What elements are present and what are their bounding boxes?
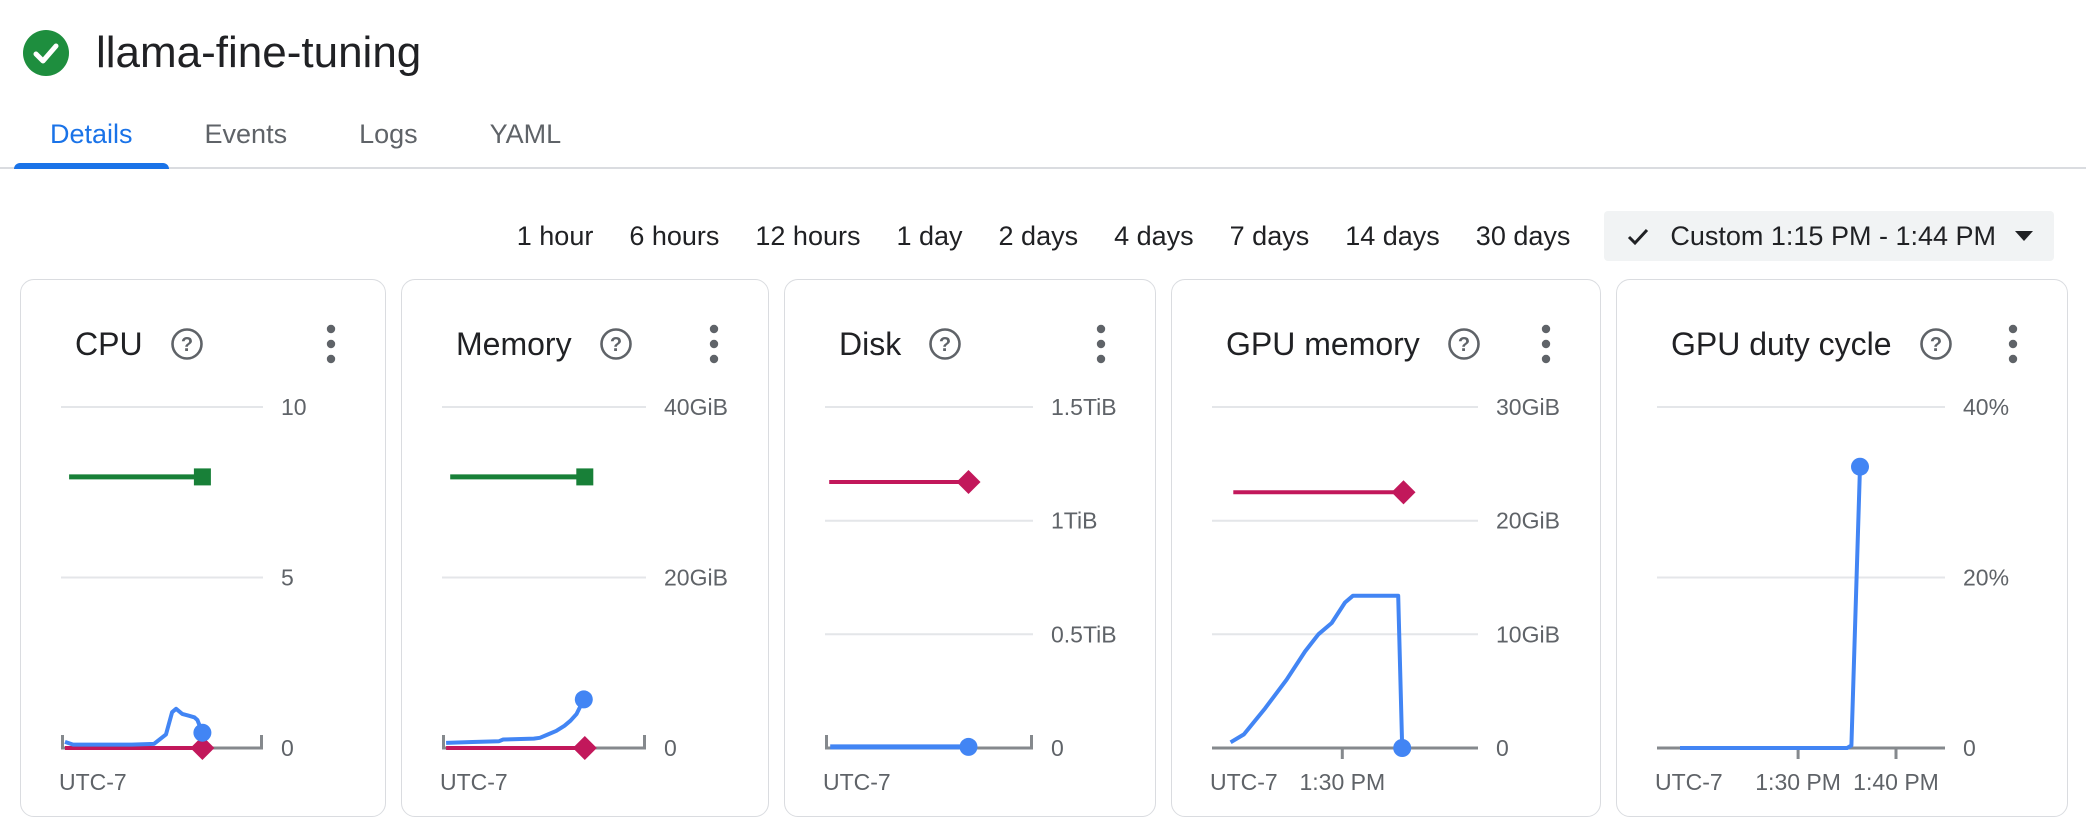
svg-text:1.5TiB: 1.5TiB <box>1051 394 1117 420</box>
caret-down-icon <box>2014 230 2034 242</box>
svg-text:?: ? <box>1929 334 1941 356</box>
svg-text:20GiB: 20GiB <box>1496 508 1560 534</box>
more-options-icon[interactable] <box>321 320 341 368</box>
svg-text:20GiB: 20GiB <box>664 565 728 591</box>
chart-cpu: 10 5 0 UTC-7 <box>59 394 307 795</box>
svg-text:1:40 PM: 1:40 PM <box>1853 769 1939 795</box>
svg-text:UTC-7: UTC-7 <box>1210 769 1278 795</box>
cards-row: CPU? 10 5 0 UTC-7 Memory? 40GiB 20GiB 0 UTC-7 Disk… <box>0 279 2086 817</box>
time-preset-6-hours[interactable]: 6 hours <box>629 220 720 251</box>
svg-text:0: 0 <box>1963 735 1976 761</box>
time-preset-1-day[interactable]: 1 day <box>896 220 963 251</box>
more-options-icon[interactable] <box>1536 320 1556 368</box>
svg-text:0.5TiB: 0.5TiB <box>1051 621 1117 647</box>
time-preset-7-days[interactable]: 7 days <box>1229 220 1310 251</box>
svg-text:UTC-7: UTC-7 <box>59 769 127 795</box>
svg-text:?: ? <box>180 334 192 356</box>
tab-yaml[interactable]: YAML <box>454 102 598 167</box>
custom-time-range-button[interactable]: Custom 1:15 PM - 1:44 PM <box>1604 211 2054 261</box>
help-icon[interactable]: ? <box>927 326 963 362</box>
svg-text:1:30 PM: 1:30 PM <box>1755 769 1841 795</box>
metric-card-disk: Disk? 1.5TiB 1TiB 0.5TiB 0 UTC-7 <box>784 279 1156 817</box>
help-icon[interactable]: ? <box>1446 326 1482 362</box>
tab-details[interactable]: Details <box>14 102 169 169</box>
tab-label: Events <box>204 119 288 149</box>
svg-text:10GiB: 10GiB <box>1496 621 1560 647</box>
metric-card-cpu: CPU? 10 5 0 UTC-7 <box>20 279 386 817</box>
card-header: CPU? <box>75 320 341 368</box>
tab-label: YAML <box>489 119 562 149</box>
svg-text:10: 10 <box>281 394 307 420</box>
svg-text:40GiB: 40GiB <box>664 394 728 420</box>
card-title: GPU duty cycle <box>1671 325 1892 362</box>
svg-text:20%: 20% <box>1963 565 2009 591</box>
svg-text:0: 0 <box>1496 735 1509 761</box>
status-ok-icon <box>23 30 69 76</box>
svg-text:?: ? <box>1458 334 1470 356</box>
tab-label: Logs <box>359 119 418 149</box>
chart-disk: 1.5TiB 1TiB 0.5TiB 0 UTC-7 <box>823 394 1117 795</box>
time-preset-4-days[interactable]: 4 days <box>1114 220 1194 251</box>
checkmark-icon <box>1624 222 1652 250</box>
svg-text:UTC-7: UTC-7 <box>823 769 891 795</box>
svg-text:?: ? <box>939 334 951 356</box>
chart-memory: 40GiB 20GiB 0 UTC-7 <box>440 394 728 795</box>
card-header: Memory? <box>456 320 724 368</box>
tab-events[interactable]: Events <box>169 102 324 167</box>
svg-text:1:30 PM: 1:30 PM <box>1299 769 1385 795</box>
time-preset-2-days[interactable]: 2 days <box>998 220 1079 251</box>
time-preset-1-hour[interactable]: 1 hour <box>516 220 594 251</box>
card-header: GPU duty cycle? <box>1671 320 2023 368</box>
time-preset-30-days[interactable]: 30 days <box>1475 220 1571 251</box>
svg-text:0: 0 <box>1051 735 1064 761</box>
card-header: GPU memory? <box>1226 320 1556 368</box>
more-options-icon[interactable] <box>2003 320 2023 368</box>
help-icon[interactable]: ? <box>1918 326 1954 362</box>
card-title: Disk <box>839 325 902 362</box>
chart-gpu-memory: 30GiB 20GiB 10GiB 0 1:30 PM UTC-7 <box>1210 394 1560 795</box>
metric-card-gpu-memory: GPU memory? 30GiB 20GiB 10GiB 0 1:30 PM UTC-7 <box>1171 279 1601 817</box>
help-icon[interactable]: ? <box>598 326 634 362</box>
svg-text:30GiB: 30GiB <box>1496 394 1560 420</box>
chart-gpu-duty-cycle: 40% 20% 0 1:30 PM 1:40 PM UTC-7 <box>1655 394 2009 795</box>
svg-text:UTC-7: UTC-7 <box>440 769 508 795</box>
more-options-icon[interactable] <box>1091 320 1111 368</box>
time-range-bar: 1 hour 6 hours 12 hours 1 day 2 days 4 days 7 … <box>0 211 2086 261</box>
time-presets: 1 hour 6 hours 12 hours 1 day 2 days 4 days 7 … <box>517 221 1571 252</box>
active-tab-underline <box>14 163 169 169</box>
svg-text:0: 0 <box>281 735 294 761</box>
page-header: llama-fine-tuning <box>0 0 2086 78</box>
card-title: Memory <box>456 325 572 362</box>
svg-text:5: 5 <box>281 565 294 591</box>
card-title: CPU <box>75 325 143 362</box>
time-preset-12-hours[interactable]: 12 hours <box>755 220 861 251</box>
svg-text:0: 0 <box>664 735 677 761</box>
tabs: Details Events Logs YAML <box>0 102 2086 169</box>
page-title: llama-fine-tuning <box>96 28 422 77</box>
more-options-icon[interactable] <box>704 320 724 368</box>
tab-label: Details <box>50 119 133 149</box>
card-header: Disk? <box>839 320 1111 368</box>
time-preset-14-days[interactable]: 14 days <box>1345 220 1440 251</box>
tab-logs[interactable]: Logs <box>323 102 454 167</box>
metric-card-memory: Memory? 40GiB 20GiB 0 UTC-7 <box>401 279 769 817</box>
metric-card-gpu-duty-cycle: GPU duty cycle? 40% 20% 0 1:30 PM 1:40 PM UTC-… <box>1616 279 2068 817</box>
card-title: GPU memory <box>1226 325 1420 362</box>
svg-text:1TiB: 1TiB <box>1051 508 1097 534</box>
custom-time-range-label: Custom 1:15 PM - 1:44 PM <box>1670 220 1996 251</box>
help-icon[interactable]: ? <box>169 326 205 362</box>
svg-text:UTC-7: UTC-7 <box>1655 769 1723 795</box>
svg-text:?: ? <box>609 334 621 356</box>
svg-text:40%: 40% <box>1963 394 2009 420</box>
